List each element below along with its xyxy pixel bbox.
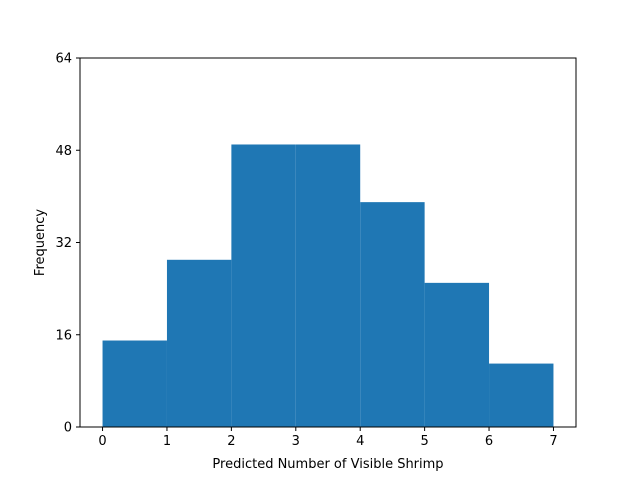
- y-tick-label: 64: [55, 52, 72, 67]
- y-tick-label: 48: [55, 144, 72, 159]
- x-axis-label: Predicted Number of Visible Shrimp: [212, 457, 443, 472]
- y-tick-label: 32: [55, 236, 72, 251]
- bars-group: [102, 144, 554, 427]
- x-tick-label: 6: [485, 434, 493, 449]
- x-tick-label: 1: [163, 434, 171, 449]
- plot-frame: [79, 57, 577, 428]
- histogram-bar: [489, 363, 554, 427]
- histogram-bar: [102, 340, 167, 427]
- x-tick-label: 3: [292, 434, 300, 449]
- x-tick-label: 5: [420, 434, 428, 449]
- histogram-bar: [231, 144, 296, 427]
- y-axis-label: Frequency: [33, 209, 48, 276]
- histogram-bar: [166, 259, 232, 427]
- x-tick-label: 7: [549, 434, 557, 449]
- histogram-bar: [295, 144, 361, 427]
- y-axis: 0 16 32 48 64: [55, 52, 80, 436]
- y-tick-label: 16: [55, 328, 72, 343]
- x-tick-label: 0: [98, 434, 106, 449]
- x-axis: 0 1 2 3 4 5 6 7: [98, 427, 558, 449]
- histogram-bar: [360, 202, 425, 427]
- y-tick-label: 0: [64, 421, 72, 436]
- x-tick-label: 2: [227, 434, 235, 449]
- histogram-bar: [424, 282, 490, 427]
- x-tick-label: 4: [356, 434, 364, 449]
